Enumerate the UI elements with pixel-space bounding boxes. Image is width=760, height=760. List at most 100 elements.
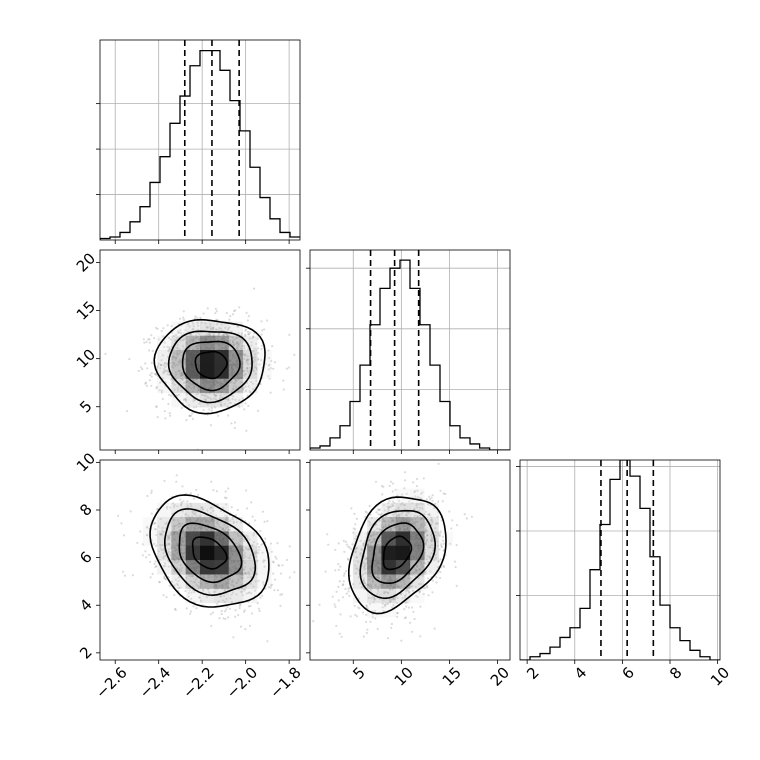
- scatter-point: [404, 514, 408, 517]
- scatter-point: [253, 353, 257, 356]
- scatter-point: [148, 338, 151, 341]
- scatter-point: [215, 394, 218, 397]
- scatter-point: [269, 367, 272, 370]
- scatter-point: [408, 591, 411, 594]
- scatter-point: [450, 527, 453, 530]
- scatter-point: [354, 564, 357, 567]
- density-cell: [352, 545, 368, 561]
- scatter-point: [273, 578, 277, 581]
- scatter-point: [216, 602, 219, 605]
- scatter-point: [417, 576, 420, 580]
- scatter-point: [425, 521, 428, 524]
- scatter-point: [165, 507, 168, 510]
- density-cell: [171, 321, 187, 337]
- scatter-point: [167, 535, 170, 538]
- scatter-point: [225, 597, 228, 601]
- scatter-point: [200, 394, 203, 397]
- scatter-point: [370, 597, 373, 600]
- scatter-point: [359, 553, 362, 556]
- scatter-point: [155, 565, 158, 568]
- scatter-point: [375, 511, 378, 514]
- scatter-point: [252, 382, 255, 385]
- scatter-point: [229, 525, 232, 529]
- scatter-point: [351, 543, 354, 546]
- scatter-point: [247, 548, 251, 551]
- scatter-point: [357, 597, 360, 600]
- scatter-point: [378, 519, 382, 522]
- scatter-point: [205, 326, 208, 329]
- scatter-point: [383, 605, 387, 608]
- scatter-point: [249, 582, 253, 586]
- scatter-point: [346, 557, 349, 561]
- density-cell: [367, 602, 382, 618]
- scatter-point: [242, 610, 246, 613]
- scatter-point: [160, 533, 163, 537]
- scatter-point: [399, 593, 403, 596]
- scatter-point: [164, 522, 167, 525]
- scatter-point: [318, 603, 321, 606]
- scatter-point: [392, 598, 395, 601]
- scatter-point: [440, 544, 443, 547]
- scatter-point: [392, 597, 395, 600]
- density-panel-2: [306, 459, 511, 664]
- scatter-point: [429, 556, 432, 559]
- scatter-point: [361, 548, 364, 551]
- scatter-point: [159, 367, 162, 370]
- scatter-point: [416, 515, 419, 518]
- scatter-point: [166, 369, 169, 372]
- scatter-point: [245, 572, 248, 576]
- scatter-point: [139, 530, 142, 533]
- scatter-point: [260, 333, 263, 336]
- scatter-point: [425, 530, 428, 533]
- scatter-point: [434, 502, 437, 505]
- scatter-point: [150, 512, 153, 515]
- scatter-point: [423, 513, 426, 516]
- scatter-point: [413, 507, 416, 510]
- scatter-point: [256, 559, 259, 563]
- scatter-point: [312, 620, 315, 623]
- scatter-point: [221, 395, 224, 399]
- scatter-point: [357, 576, 360, 579]
- scatter-point: [159, 517, 162, 521]
- histogram-line-1: [310, 259, 510, 450]
- scatter-point: [184, 589, 187, 593]
- scatter-point: [255, 368, 258, 371]
- scatter-point: [206, 396, 210, 399]
- scatter-point: [246, 359, 249, 362]
- x-tick-label: −2.4: [136, 664, 174, 702]
- scatter-point: [387, 592, 390, 595]
- scatter-point: [195, 393, 198, 396]
- density-cell: [424, 531, 439, 547]
- scatter-point: [241, 397, 244, 400]
- scatter-point: [293, 571, 296, 574]
- scatter-point: [374, 617, 377, 620]
- scatter-point: [398, 499, 401, 502]
- scatter-point: [187, 514, 190, 517]
- density-content: [117, 474, 296, 643]
- scatter-point: [141, 368, 144, 371]
- scatter-point: [173, 593, 176, 597]
- scatter-point: [267, 357, 271, 360]
- scatter-point: [137, 369, 140, 372]
- scatter-point: [253, 347, 256, 350]
- scatter-point: [122, 570, 125, 573]
- scatter-point: [267, 368, 270, 371]
- scatter-point: [229, 519, 232, 522]
- scatter-point: [350, 507, 353, 510]
- scatter-point: [243, 589, 246, 592]
- scatter-point: [347, 545, 350, 548]
- scatter-point: [256, 542, 259, 546]
- x-tick-label: 6: [618, 664, 637, 683]
- scatter-point: [208, 333, 211, 337]
- scatter-point: [163, 362, 166, 365]
- density-cell: [228, 517, 244, 532]
- scatter-point: [378, 528, 381, 531]
- scatter-point: [354, 550, 357, 553]
- scatter-point: [418, 590, 422, 593]
- scatter-point: [388, 506, 391, 509]
- scatter-point: [191, 417, 194, 420]
- scatter-point: [267, 349, 270, 352]
- scatter-point: [370, 516, 373, 520]
- scatter-point: [365, 604, 368, 607]
- scatter-point: [156, 508, 159, 511]
